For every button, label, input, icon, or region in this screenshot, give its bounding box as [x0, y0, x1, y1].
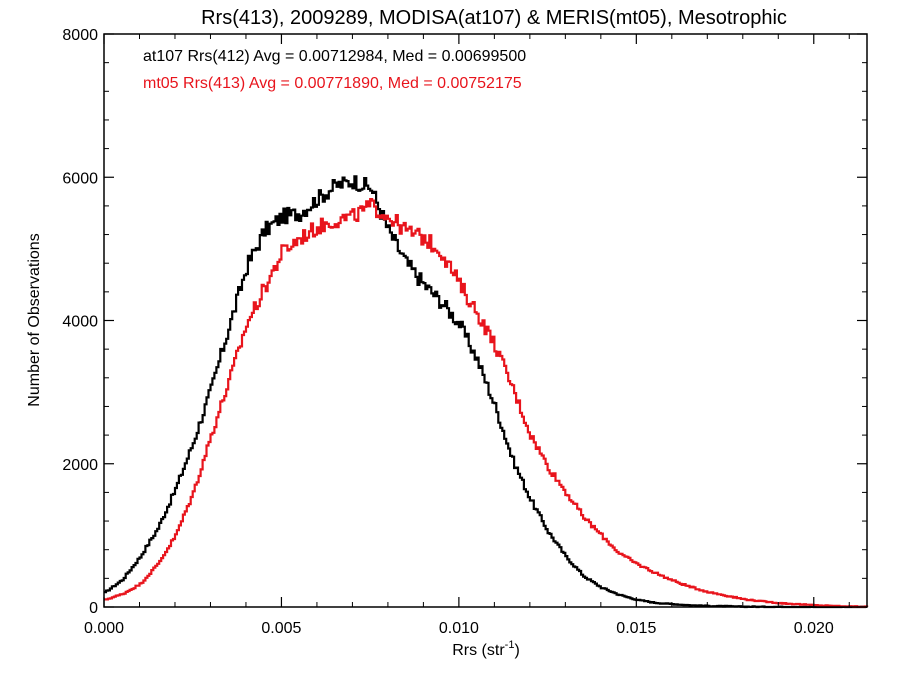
- x-axis-label: Rrs (str-1): [452, 639, 520, 659]
- y-tick-label: 8000: [62, 27, 98, 44]
- tick-group: 0.000 0.005 0.010 0.015 0.020 0 2000 4000 6000 80…: [62, 27, 867, 637]
- x-tick-label: 0.015: [616, 620, 656, 637]
- annotation-1: at107 Rrs(412) Avg = 0.00712984, Med = 0…: [143, 48, 526, 65]
- y-tick-label: 0: [89, 600, 98, 617]
- annotation-group: at107 Rrs(412) Avg = 0.00712984, Med = 0…: [143, 48, 526, 92]
- series-line-mt05: [104, 198, 869, 608]
- y-tick-label: 6000: [62, 170, 98, 187]
- x-tick-label: 0.005: [261, 620, 301, 637]
- x-axis-label-main: Rrs (str: [452, 642, 505, 659]
- series-line-at107: [104, 175, 869, 609]
- series-group: [104, 175, 869, 609]
- x-tick-label: 0.010: [439, 620, 479, 637]
- x-axis-label-close: ): [514, 642, 519, 659]
- y-tick-label: 2000: [62, 457, 98, 474]
- chart-title: Rrs(413), 2009289, MODISA(at107) & MERIS…: [201, 7, 787, 29]
- y-axis-label: Number of Observations: [26, 233, 43, 406]
- annotation-2: mt05 Rrs(413) Avg = 0.00771890, Med = 0.…: [143, 75, 522, 92]
- x-tick-label: 0.020: [794, 620, 834, 637]
- x-axis-label-superscript: -1: [505, 639, 515, 651]
- y-tick-label: 4000: [62, 314, 98, 331]
- x-tick-label: 0.000: [84, 620, 124, 637]
